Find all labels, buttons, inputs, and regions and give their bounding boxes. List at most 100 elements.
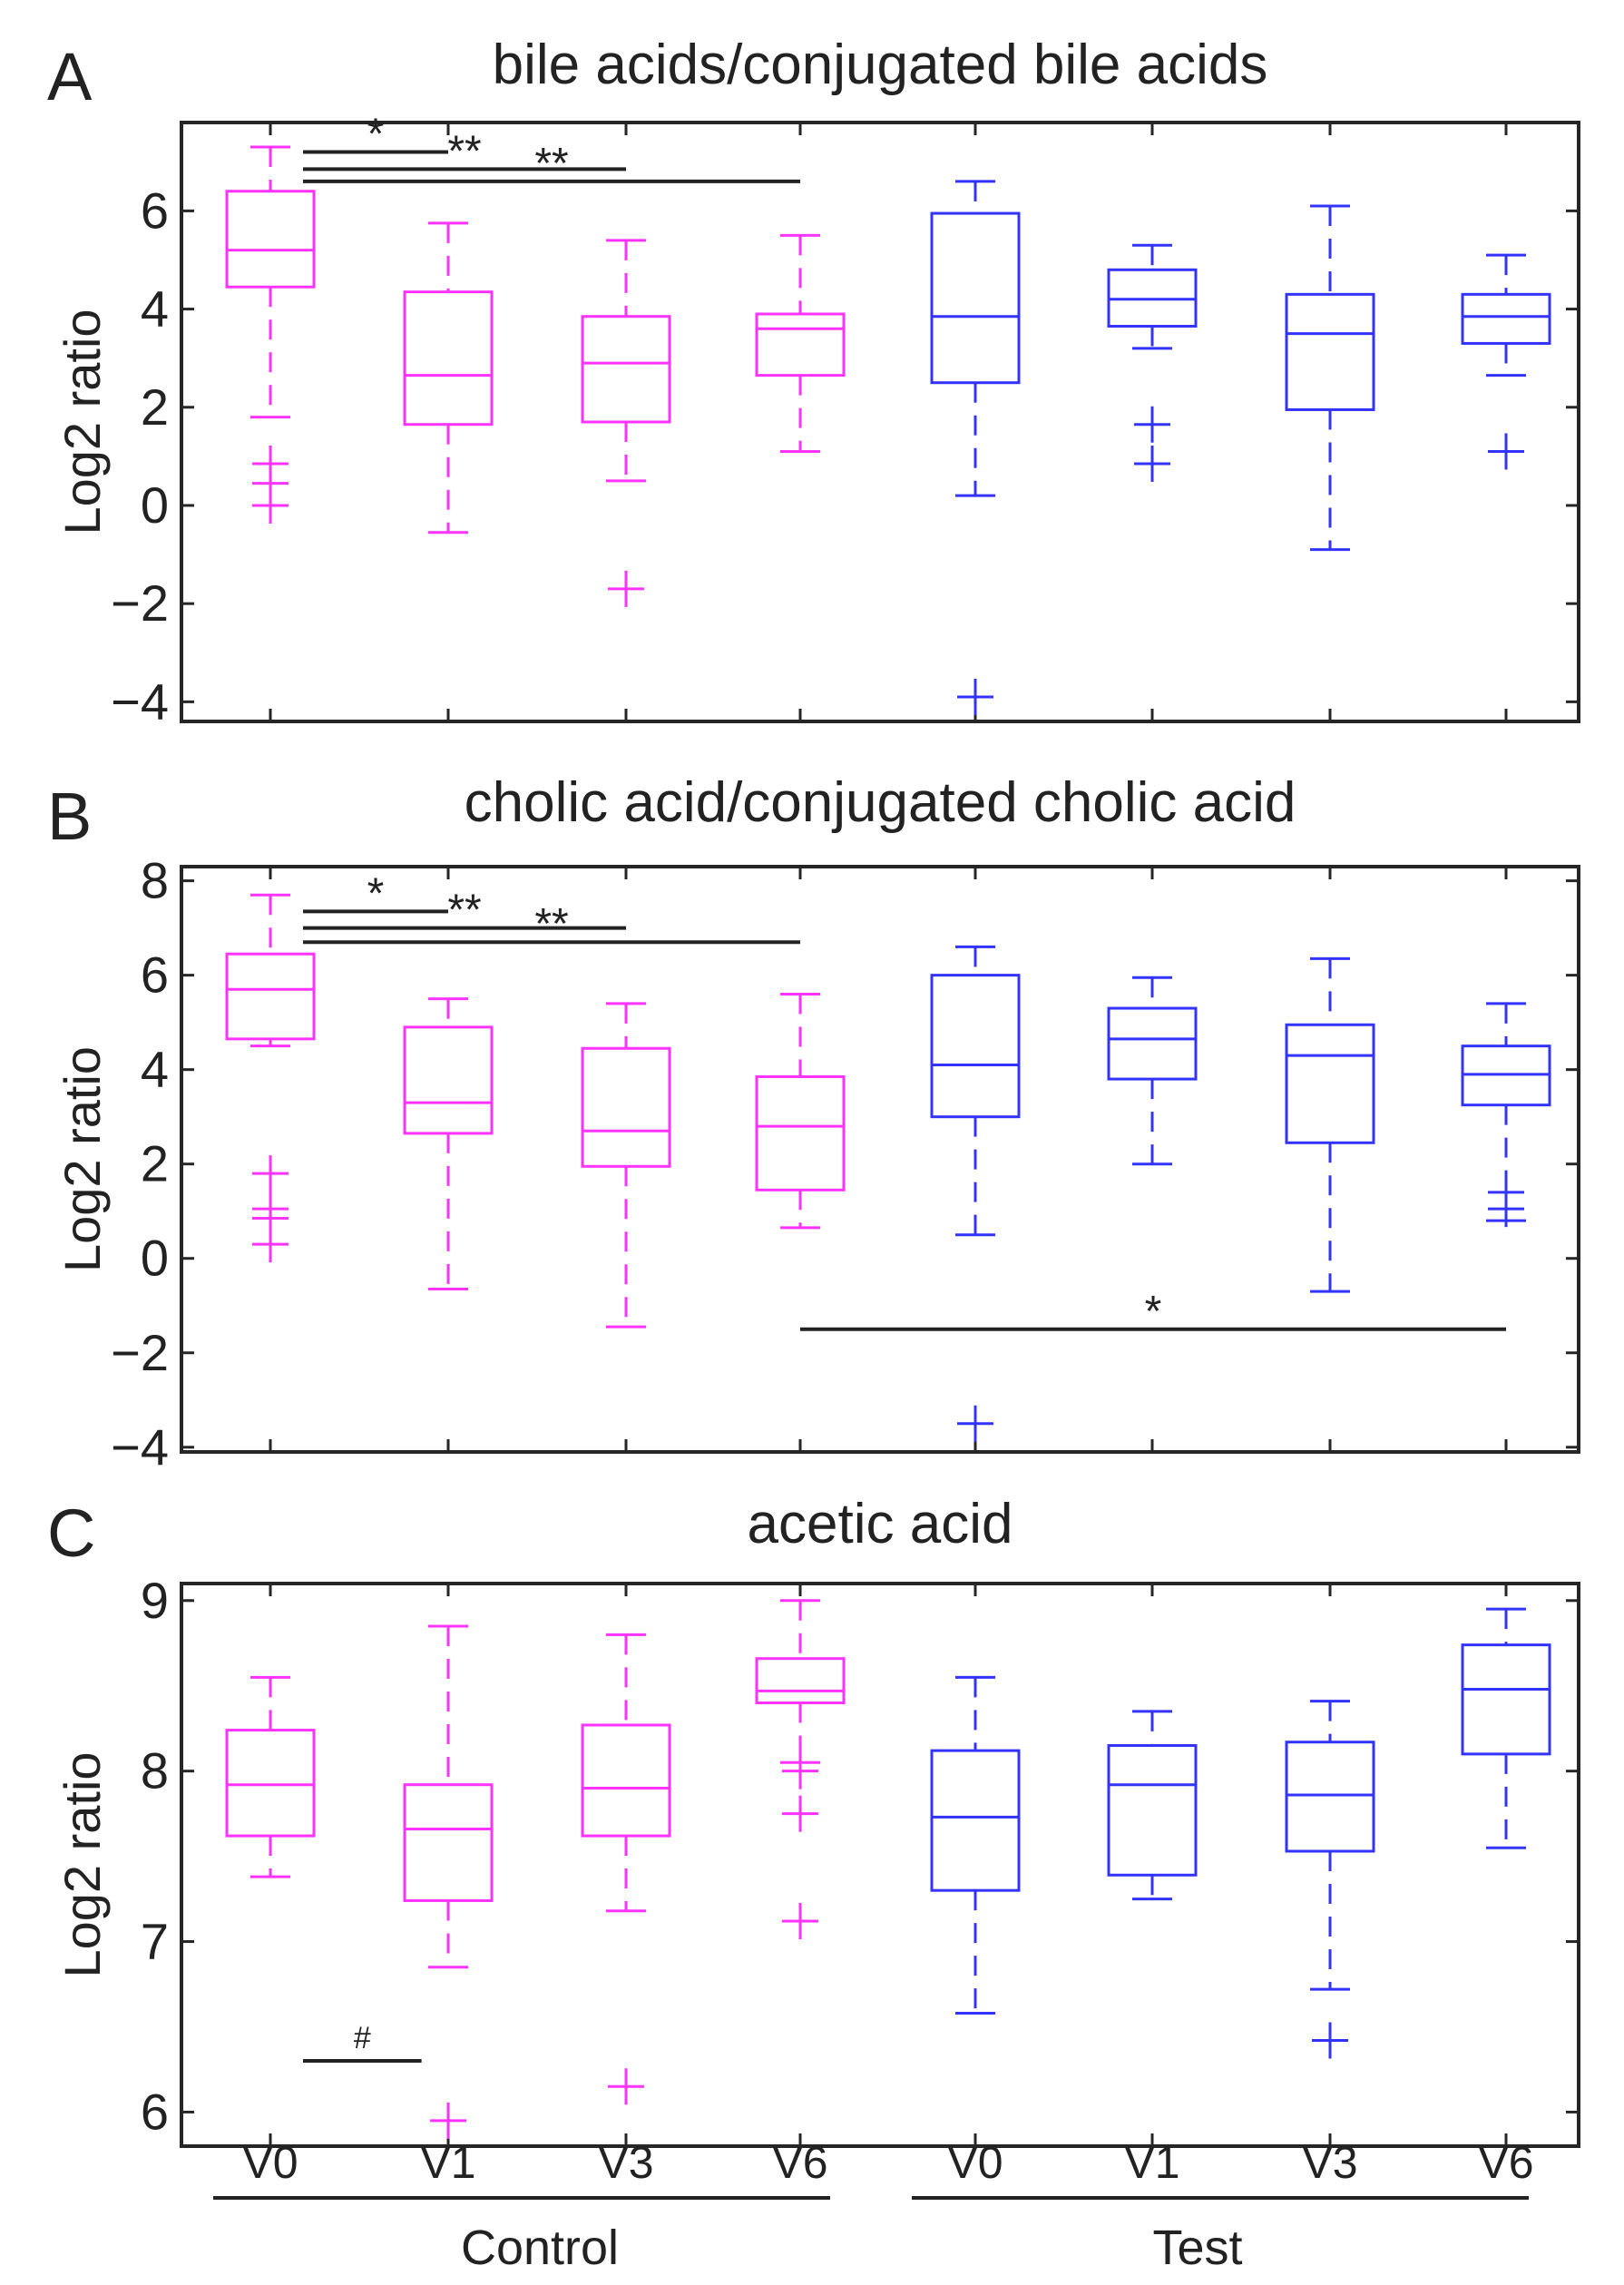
box-iqr	[581, 1723, 671, 1838]
y-tick-label: 4	[141, 1041, 169, 1098]
box-iqr	[581, 315, 671, 424]
outlier-marker	[252, 486, 289, 524]
box-control-v6	[755, 233, 846, 453]
panel-title: acetic acid	[748, 1493, 1013, 1555]
outlier-marker	[782, 1903, 818, 1939]
outlier-marker	[608, 570, 644, 607]
box-iqr	[1461, 292, 1551, 345]
box-control-v1	[403, 997, 494, 1291]
x-tick-label: V6	[1478, 2137, 1533, 2188]
group-labels: Control Test	[213, 2196, 1529, 2275]
box-control-v0	[225, 1675, 316, 1878]
y-tick-label: −2	[111, 574, 169, 632]
significance-label: *	[1145, 1288, 1162, 1336]
box-control-v3	[581, 1002, 671, 1329]
x-tick-label: V1	[420, 2137, 475, 2188]
box-iqr	[1285, 1741, 1375, 1853]
box-iqr	[225, 1729, 316, 1838]
x-tick-label: V3	[598, 2137, 653, 2188]
box-test-v6	[1461, 1607, 1551, 1849]
box-test-v3	[1285, 956, 1375, 1293]
box-iqr	[755, 1074, 846, 1192]
box-iqr	[1461, 1643, 1551, 1756]
plot-area-frame	[180, 121, 1580, 723]
significance-label: **	[534, 900, 568, 948]
y-tick-label: −4	[111, 1418, 169, 1476]
control-group-label: Control	[461, 2221, 619, 2275]
x-tick-label: V0	[242, 2137, 298, 2188]
significance-label: **	[534, 140, 568, 188]
outlier-marker	[957, 1405, 993, 1442]
box-iqr	[1107, 1006, 1198, 1081]
y-tick-label: 6	[141, 181, 169, 239]
outlier-marker	[1312, 2022, 1348, 2059]
box-test-v1	[1107, 243, 1198, 482]
significance-label: *	[367, 110, 385, 158]
box-test-v6	[1461, 253, 1551, 470]
panel-letter: B	[47, 779, 92, 854]
box-control-v6	[755, 992, 846, 1230]
y-tick-label: 2	[141, 1135, 169, 1192]
outlier-marker	[957, 678, 993, 715]
box-test-v1	[1107, 1710, 1198, 1901]
significance-label: **	[447, 887, 481, 935]
significance-label: #	[354, 2021, 371, 2055]
box-test-v0	[930, 1675, 1021, 2015]
x-tick-label: V1	[1124, 2137, 1179, 2188]
box-iqr	[1285, 1023, 1375, 1144]
y-tick-label: 0	[141, 476, 169, 534]
plot-area-frame	[180, 1582, 1580, 2148]
box-control-v1	[403, 1624, 494, 2139]
x-tick-label: V6	[772, 2137, 827, 2188]
y-axis-label: Log2 ratio	[54, 1751, 111, 1977]
box-iqr	[755, 312, 846, 378]
box-iqr	[930, 974, 1021, 1119]
y-tick-label: 4	[141, 280, 169, 338]
box-iqr	[403, 290, 494, 427]
box-iqr	[403, 1783, 494, 1902]
outlier-marker	[1134, 406, 1170, 443]
outlier-marker	[1488, 433, 1524, 470]
box-test-v3	[1285, 1700, 1375, 2059]
panel-letter: C	[47, 1496, 95, 1571]
box-test-v6	[1461, 1002, 1551, 1228]
significance-label: *	[367, 869, 385, 917]
y-tick-label: 7	[141, 1913, 169, 1970]
box-control-v1	[403, 221, 494, 534]
box-iqr	[1285, 292, 1375, 411]
box-iqr	[225, 952, 316, 1041]
box-iqr	[930, 211, 1021, 385]
box-control-v6	[755, 1599, 846, 1939]
box-iqr	[225, 190, 316, 289]
outlier-marker	[1488, 1191, 1524, 1228]
y-tick-label: 6	[141, 2083, 169, 2140]
y-tick-label: −4	[111, 672, 169, 730]
x-axis-labels: V0 V1 V3 V6 V0 V1 V3 V6	[242, 2137, 1533, 2188]
box-iqr	[403, 1025, 494, 1135]
box-control-v3	[581, 239, 671, 607]
x-tick-label: V0	[947, 2137, 1003, 2188]
box-test-v3	[1285, 204, 1375, 552]
panel-title: cholic acid/conjugated cholic acid	[465, 771, 1296, 834]
outlier-marker	[430, 2102, 466, 2139]
x-tick-label: V3	[1302, 2137, 1357, 2188]
test-group-label: Test	[1152, 2221, 1242, 2275]
box-iqr	[1107, 1743, 1198, 1877]
box-control-v3	[581, 1633, 671, 2105]
box-control-v0	[225, 893, 316, 1263]
box-iqr	[930, 1749, 1021, 1892]
box-test-v0	[930, 180, 1021, 715]
y-tick-label: 9	[141, 1572, 169, 1629]
plot-area-frame	[180, 865, 1580, 1454]
y-tick-label: 8	[141, 852, 169, 909]
outlier-marker	[1134, 445, 1170, 482]
outlier-marker	[782, 1752, 818, 1790]
y-axis-label: Log2 ratio	[54, 1046, 111, 1272]
y-tick-label: 2	[141, 378, 169, 436]
outlier-marker	[252, 1226, 289, 1263]
y-tick-label: 0	[141, 1230, 169, 1287]
box-test-v1	[1107, 976, 1198, 1166]
